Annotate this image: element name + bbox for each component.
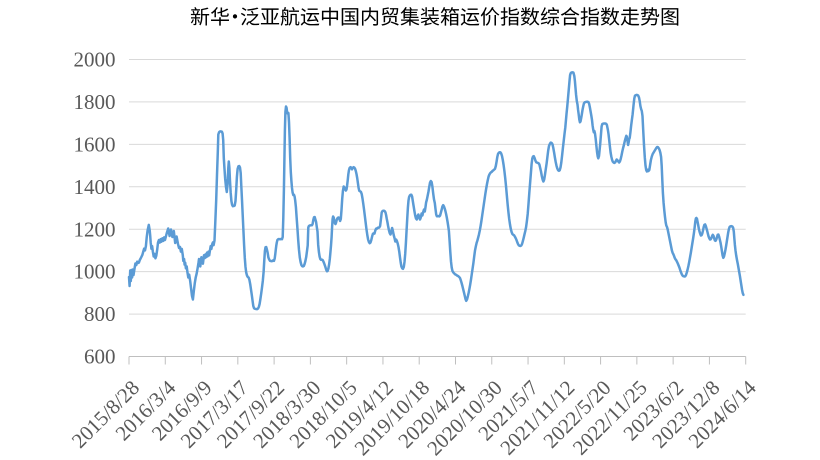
svg-text:600: 600 bbox=[84, 345, 116, 369]
svg-text:800: 800 bbox=[84, 302, 116, 326]
svg-text:1400: 1400 bbox=[74, 175, 116, 199]
svg-text:1600: 1600 bbox=[74, 132, 116, 156]
svg-text:2000: 2000 bbox=[74, 48, 116, 72]
svg-text:1800: 1800 bbox=[74, 90, 116, 114]
svg-text:1200: 1200 bbox=[74, 217, 116, 241]
svg-text:1000: 1000 bbox=[74, 260, 116, 284]
